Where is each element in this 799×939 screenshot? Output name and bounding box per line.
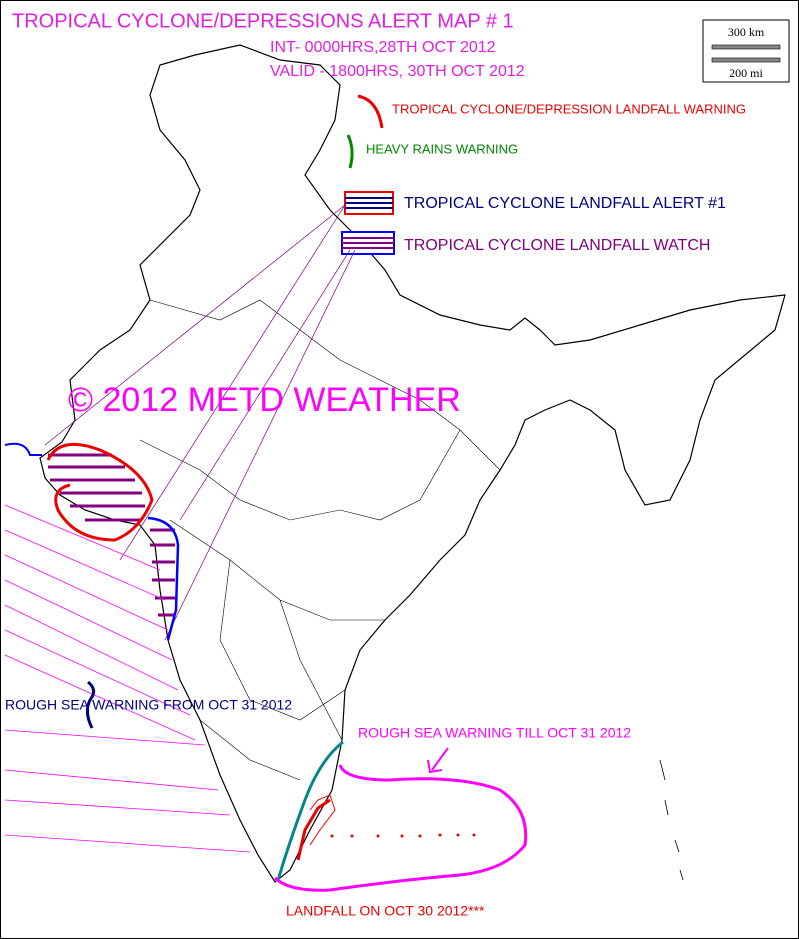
islands xyxy=(659,759,684,881)
scale-bar-mi xyxy=(711,57,781,63)
rough-sea-east-area xyxy=(273,764,528,892)
landfall-warning-east xyxy=(296,798,331,861)
rough-sea-west-symbol xyxy=(85,680,95,729)
scale-km: 300 km xyxy=(728,25,765,39)
rough-sea-west-hatch xyxy=(4,504,251,853)
heavy-rain-line xyxy=(276,740,344,881)
scale-box xyxy=(702,19,790,83)
gujarat-watch-hatch xyxy=(48,453,145,522)
landfall-warning-gujarat xyxy=(46,442,154,542)
legend-symbol-watch xyxy=(341,231,395,255)
pointer-lines xyxy=(44,204,356,641)
legend-symbol-alert xyxy=(344,191,394,215)
legend-label: HEAVY RAINS WARNING xyxy=(366,141,518,156)
country-outline xyxy=(39,44,786,883)
legend-label: TROPICAL CYCLONE LANDFALL ALERT #1 xyxy=(404,195,726,212)
legend-symbol-rain xyxy=(346,134,354,169)
legend-label: TROPICAL CYCLONE/DEPRESSION LANDFALL WAR… xyxy=(392,101,746,116)
rough-sea-west-label: ROUGH SEA WARNING FROM OCT 31 2012 xyxy=(5,697,292,713)
scale-mi: 200 mi xyxy=(729,66,763,80)
legend-label: TROPICAL CYCLONE LANDFALL WATCH xyxy=(404,237,710,254)
rough-sea-east-label: ROUGH SEA WARNING TILL OCT 31 2012 xyxy=(358,725,631,741)
valid-time: VALID - 1800HRS, 30TH OCT 2012 xyxy=(270,63,525,80)
alert-line-gujarat xyxy=(4,442,42,456)
landfall-label: LANDFALL ON OCT 30 2012*** xyxy=(286,903,485,919)
scale-bar-km xyxy=(711,44,781,50)
alert-line-konkan xyxy=(147,516,180,641)
rough-sea-east-arrow xyxy=(427,747,449,774)
watermark: © 2012 METD WEATHER xyxy=(68,381,461,419)
landfall-hatch xyxy=(309,794,336,846)
cyclone-track xyxy=(330,833,476,838)
konkan-watch-hatch xyxy=(150,528,175,617)
issued-time: INT- 0000HRS,28TH OCT 2012 xyxy=(270,39,496,56)
state-borders xyxy=(139,299,501,781)
map-title: TROPICAL CYCLONE/DEPRESSIONS ALERT MAP #… xyxy=(12,10,514,32)
legend-symbol-warning xyxy=(357,94,384,129)
